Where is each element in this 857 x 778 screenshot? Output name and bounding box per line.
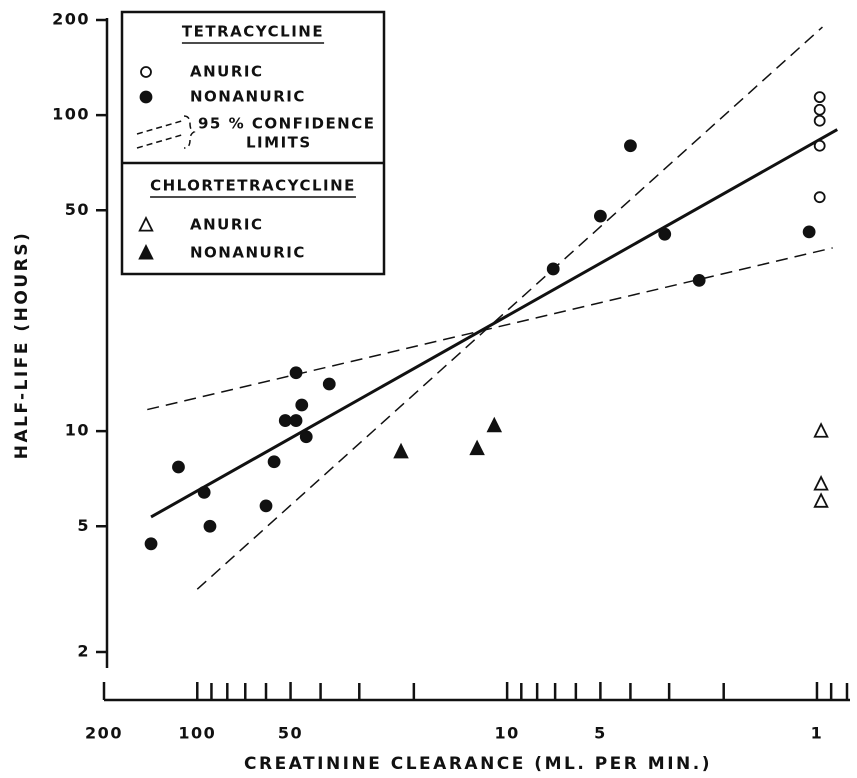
x-axis-label: CREATININE CLEARANCE (ML. PER MIN.) xyxy=(244,754,712,774)
y-tick-label: 100 xyxy=(52,105,90,124)
legend-title: CHLORTETRACYCLINE xyxy=(150,177,356,195)
point xyxy=(289,414,303,427)
y-tick-label: 50 xyxy=(65,200,90,219)
x-tick-label: 50 xyxy=(278,724,303,743)
point xyxy=(813,422,829,438)
y-axis-label: HALF-LIFE (HOURS) xyxy=(12,231,32,460)
point xyxy=(813,114,826,127)
point xyxy=(813,91,826,104)
legend-title: TETRACYCLINE xyxy=(182,23,324,41)
point xyxy=(692,273,706,287)
point xyxy=(322,377,336,391)
point xyxy=(197,485,211,499)
point xyxy=(813,492,829,508)
legend-label: NONANURIC xyxy=(190,244,306,262)
point xyxy=(393,442,409,459)
point xyxy=(259,499,273,513)
point xyxy=(813,139,826,152)
point xyxy=(469,439,485,456)
point xyxy=(278,414,292,427)
regression-line xyxy=(150,128,839,519)
confidence-line xyxy=(196,26,823,590)
point xyxy=(658,227,672,241)
legend-confidence-sample xyxy=(136,115,196,149)
point xyxy=(144,537,158,551)
legend-marker xyxy=(140,66,152,78)
point xyxy=(267,455,281,469)
x-tick-label: 200 xyxy=(85,724,123,743)
legend-label: LIMITS xyxy=(246,134,312,152)
legend-label: ANURIC xyxy=(190,216,263,234)
legend-label: ANURIC xyxy=(190,63,263,81)
y-tick-label: 200 xyxy=(52,10,90,29)
point xyxy=(289,366,303,380)
x-tick-label: 100 xyxy=(178,724,216,743)
point xyxy=(172,460,185,474)
x-tick-label: 5 xyxy=(594,724,607,743)
x-tick-label: 1 xyxy=(811,724,824,743)
legend-box xyxy=(120,10,386,276)
legend-marker xyxy=(138,243,154,260)
legend-label: 95 % CONFIDENCE xyxy=(198,115,376,133)
x-tick-label: 10 xyxy=(494,724,519,743)
point xyxy=(813,103,826,116)
point xyxy=(813,475,829,491)
point xyxy=(546,262,560,276)
legend-label: NONANURIC xyxy=(190,88,306,106)
y-tick-label: 5 xyxy=(77,516,90,535)
legend-marker xyxy=(139,90,153,104)
point xyxy=(813,191,826,204)
point xyxy=(802,225,816,239)
legend-marker xyxy=(138,215,154,232)
point xyxy=(295,398,309,412)
confidence-line xyxy=(147,247,833,411)
point xyxy=(299,430,313,444)
y-tick-label: 10 xyxy=(65,421,90,440)
point xyxy=(624,139,637,153)
point xyxy=(203,519,217,533)
point xyxy=(486,416,503,433)
y-tick-label: 2 xyxy=(77,642,90,661)
point xyxy=(593,209,607,223)
